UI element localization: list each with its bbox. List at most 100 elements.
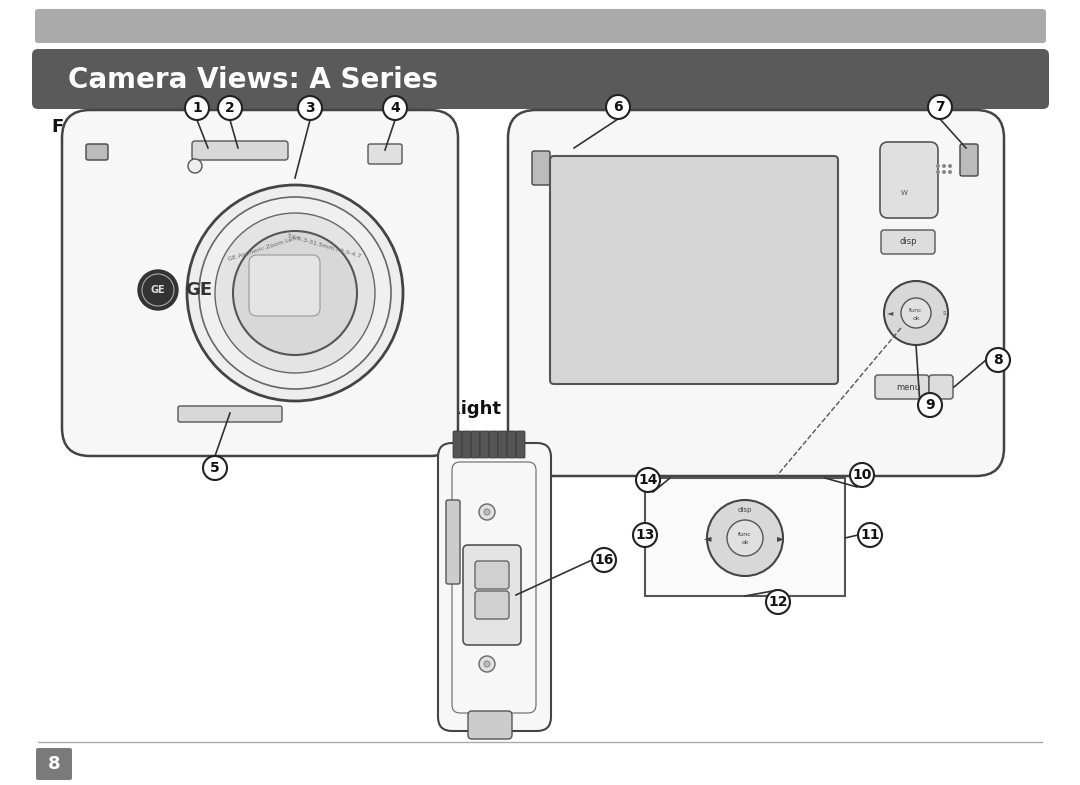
- Text: Front View: Front View: [52, 118, 160, 136]
- Text: GE: GE: [151, 285, 165, 295]
- Circle shape: [185, 96, 210, 120]
- Text: GE Aspheric Zoom Lens: GE Aspheric Zoom Lens: [227, 235, 300, 261]
- FancyBboxPatch shape: [368, 144, 402, 164]
- FancyBboxPatch shape: [35, 9, 1047, 43]
- Circle shape: [484, 509, 490, 515]
- Circle shape: [636, 468, 660, 492]
- FancyBboxPatch shape: [880, 142, 939, 218]
- FancyBboxPatch shape: [532, 151, 550, 185]
- Circle shape: [188, 159, 202, 173]
- Text: ok: ok: [741, 541, 748, 546]
- FancyBboxPatch shape: [249, 255, 320, 316]
- Circle shape: [484, 661, 490, 667]
- FancyBboxPatch shape: [36, 748, 72, 780]
- Circle shape: [885, 281, 948, 345]
- Text: ◄: ◄: [887, 309, 893, 317]
- FancyBboxPatch shape: [550, 156, 838, 384]
- FancyBboxPatch shape: [471, 431, 480, 458]
- Circle shape: [948, 170, 951, 174]
- Circle shape: [383, 96, 407, 120]
- Text: s: s: [942, 310, 946, 316]
- FancyBboxPatch shape: [438, 443, 551, 731]
- FancyBboxPatch shape: [475, 591, 509, 619]
- FancyBboxPatch shape: [508, 110, 1004, 476]
- FancyBboxPatch shape: [32, 49, 1049, 109]
- Circle shape: [215, 213, 375, 373]
- Circle shape: [480, 504, 495, 520]
- Circle shape: [901, 298, 931, 328]
- Text: W: W: [901, 190, 907, 196]
- Circle shape: [592, 548, 616, 572]
- FancyBboxPatch shape: [468, 711, 512, 739]
- FancyBboxPatch shape: [463, 545, 521, 645]
- FancyBboxPatch shape: [62, 110, 458, 456]
- Text: GE: GE: [185, 281, 212, 299]
- Text: 9: 9: [926, 398, 935, 412]
- Circle shape: [707, 500, 783, 576]
- Circle shape: [918, 393, 942, 417]
- Text: 5X 6.3-31.5mm f:3.0-4.7: 5X 6.3-31.5mm f:3.0-4.7: [287, 233, 362, 259]
- Text: disp: disp: [738, 507, 752, 513]
- Text: 6: 6: [613, 100, 623, 114]
- FancyBboxPatch shape: [462, 431, 471, 458]
- Circle shape: [928, 95, 951, 119]
- FancyBboxPatch shape: [453, 431, 462, 458]
- FancyBboxPatch shape: [86, 144, 108, 160]
- FancyBboxPatch shape: [475, 561, 509, 589]
- Circle shape: [766, 590, 789, 614]
- Text: ◄: ◄: [704, 533, 712, 543]
- Text: 10: 10: [852, 468, 872, 482]
- FancyBboxPatch shape: [489, 431, 498, 458]
- Circle shape: [727, 520, 762, 556]
- FancyBboxPatch shape: [516, 431, 525, 458]
- Text: 14: 14: [638, 473, 658, 487]
- Text: 11: 11: [861, 528, 880, 542]
- Circle shape: [936, 170, 940, 174]
- Circle shape: [218, 96, 242, 120]
- Circle shape: [948, 164, 951, 168]
- FancyBboxPatch shape: [960, 144, 978, 176]
- FancyBboxPatch shape: [875, 375, 929, 399]
- FancyBboxPatch shape: [881, 230, 935, 254]
- FancyBboxPatch shape: [498, 431, 507, 458]
- Circle shape: [850, 463, 874, 487]
- Circle shape: [942, 164, 946, 168]
- Text: 8: 8: [994, 353, 1003, 367]
- FancyBboxPatch shape: [178, 406, 282, 422]
- Text: ok: ok: [913, 316, 920, 320]
- Text: 7: 7: [935, 100, 945, 114]
- Text: Camera Views: A Series: Camera Views: A Series: [68, 66, 438, 94]
- Circle shape: [633, 523, 657, 547]
- Text: func: func: [909, 308, 922, 312]
- Text: ►: ►: [778, 533, 785, 543]
- Circle shape: [187, 185, 403, 401]
- Circle shape: [986, 348, 1010, 372]
- Text: 16: 16: [594, 553, 613, 567]
- Circle shape: [233, 231, 357, 355]
- Text: 1: 1: [192, 101, 202, 115]
- Text: 13: 13: [635, 528, 654, 542]
- Text: func: func: [739, 531, 752, 536]
- Circle shape: [858, 523, 882, 547]
- Text: Back View: Back View: [545, 118, 648, 136]
- Text: menu: menu: [896, 382, 920, 392]
- Text: 12: 12: [768, 595, 787, 609]
- Circle shape: [138, 270, 178, 310]
- Text: 3: 3: [306, 101, 314, 115]
- Circle shape: [203, 456, 227, 480]
- Circle shape: [606, 95, 630, 119]
- Circle shape: [199, 197, 391, 389]
- FancyBboxPatch shape: [929, 375, 953, 399]
- Text: 2: 2: [225, 101, 234, 115]
- Text: 8: 8: [48, 755, 60, 773]
- FancyBboxPatch shape: [480, 431, 489, 458]
- Text: Right View: Right View: [447, 400, 556, 418]
- FancyBboxPatch shape: [507, 431, 516, 458]
- Circle shape: [298, 96, 322, 120]
- FancyBboxPatch shape: [192, 141, 288, 160]
- Text: 4: 4: [390, 101, 400, 115]
- FancyBboxPatch shape: [645, 478, 845, 596]
- Circle shape: [942, 170, 946, 174]
- FancyBboxPatch shape: [446, 500, 460, 584]
- Circle shape: [480, 656, 495, 672]
